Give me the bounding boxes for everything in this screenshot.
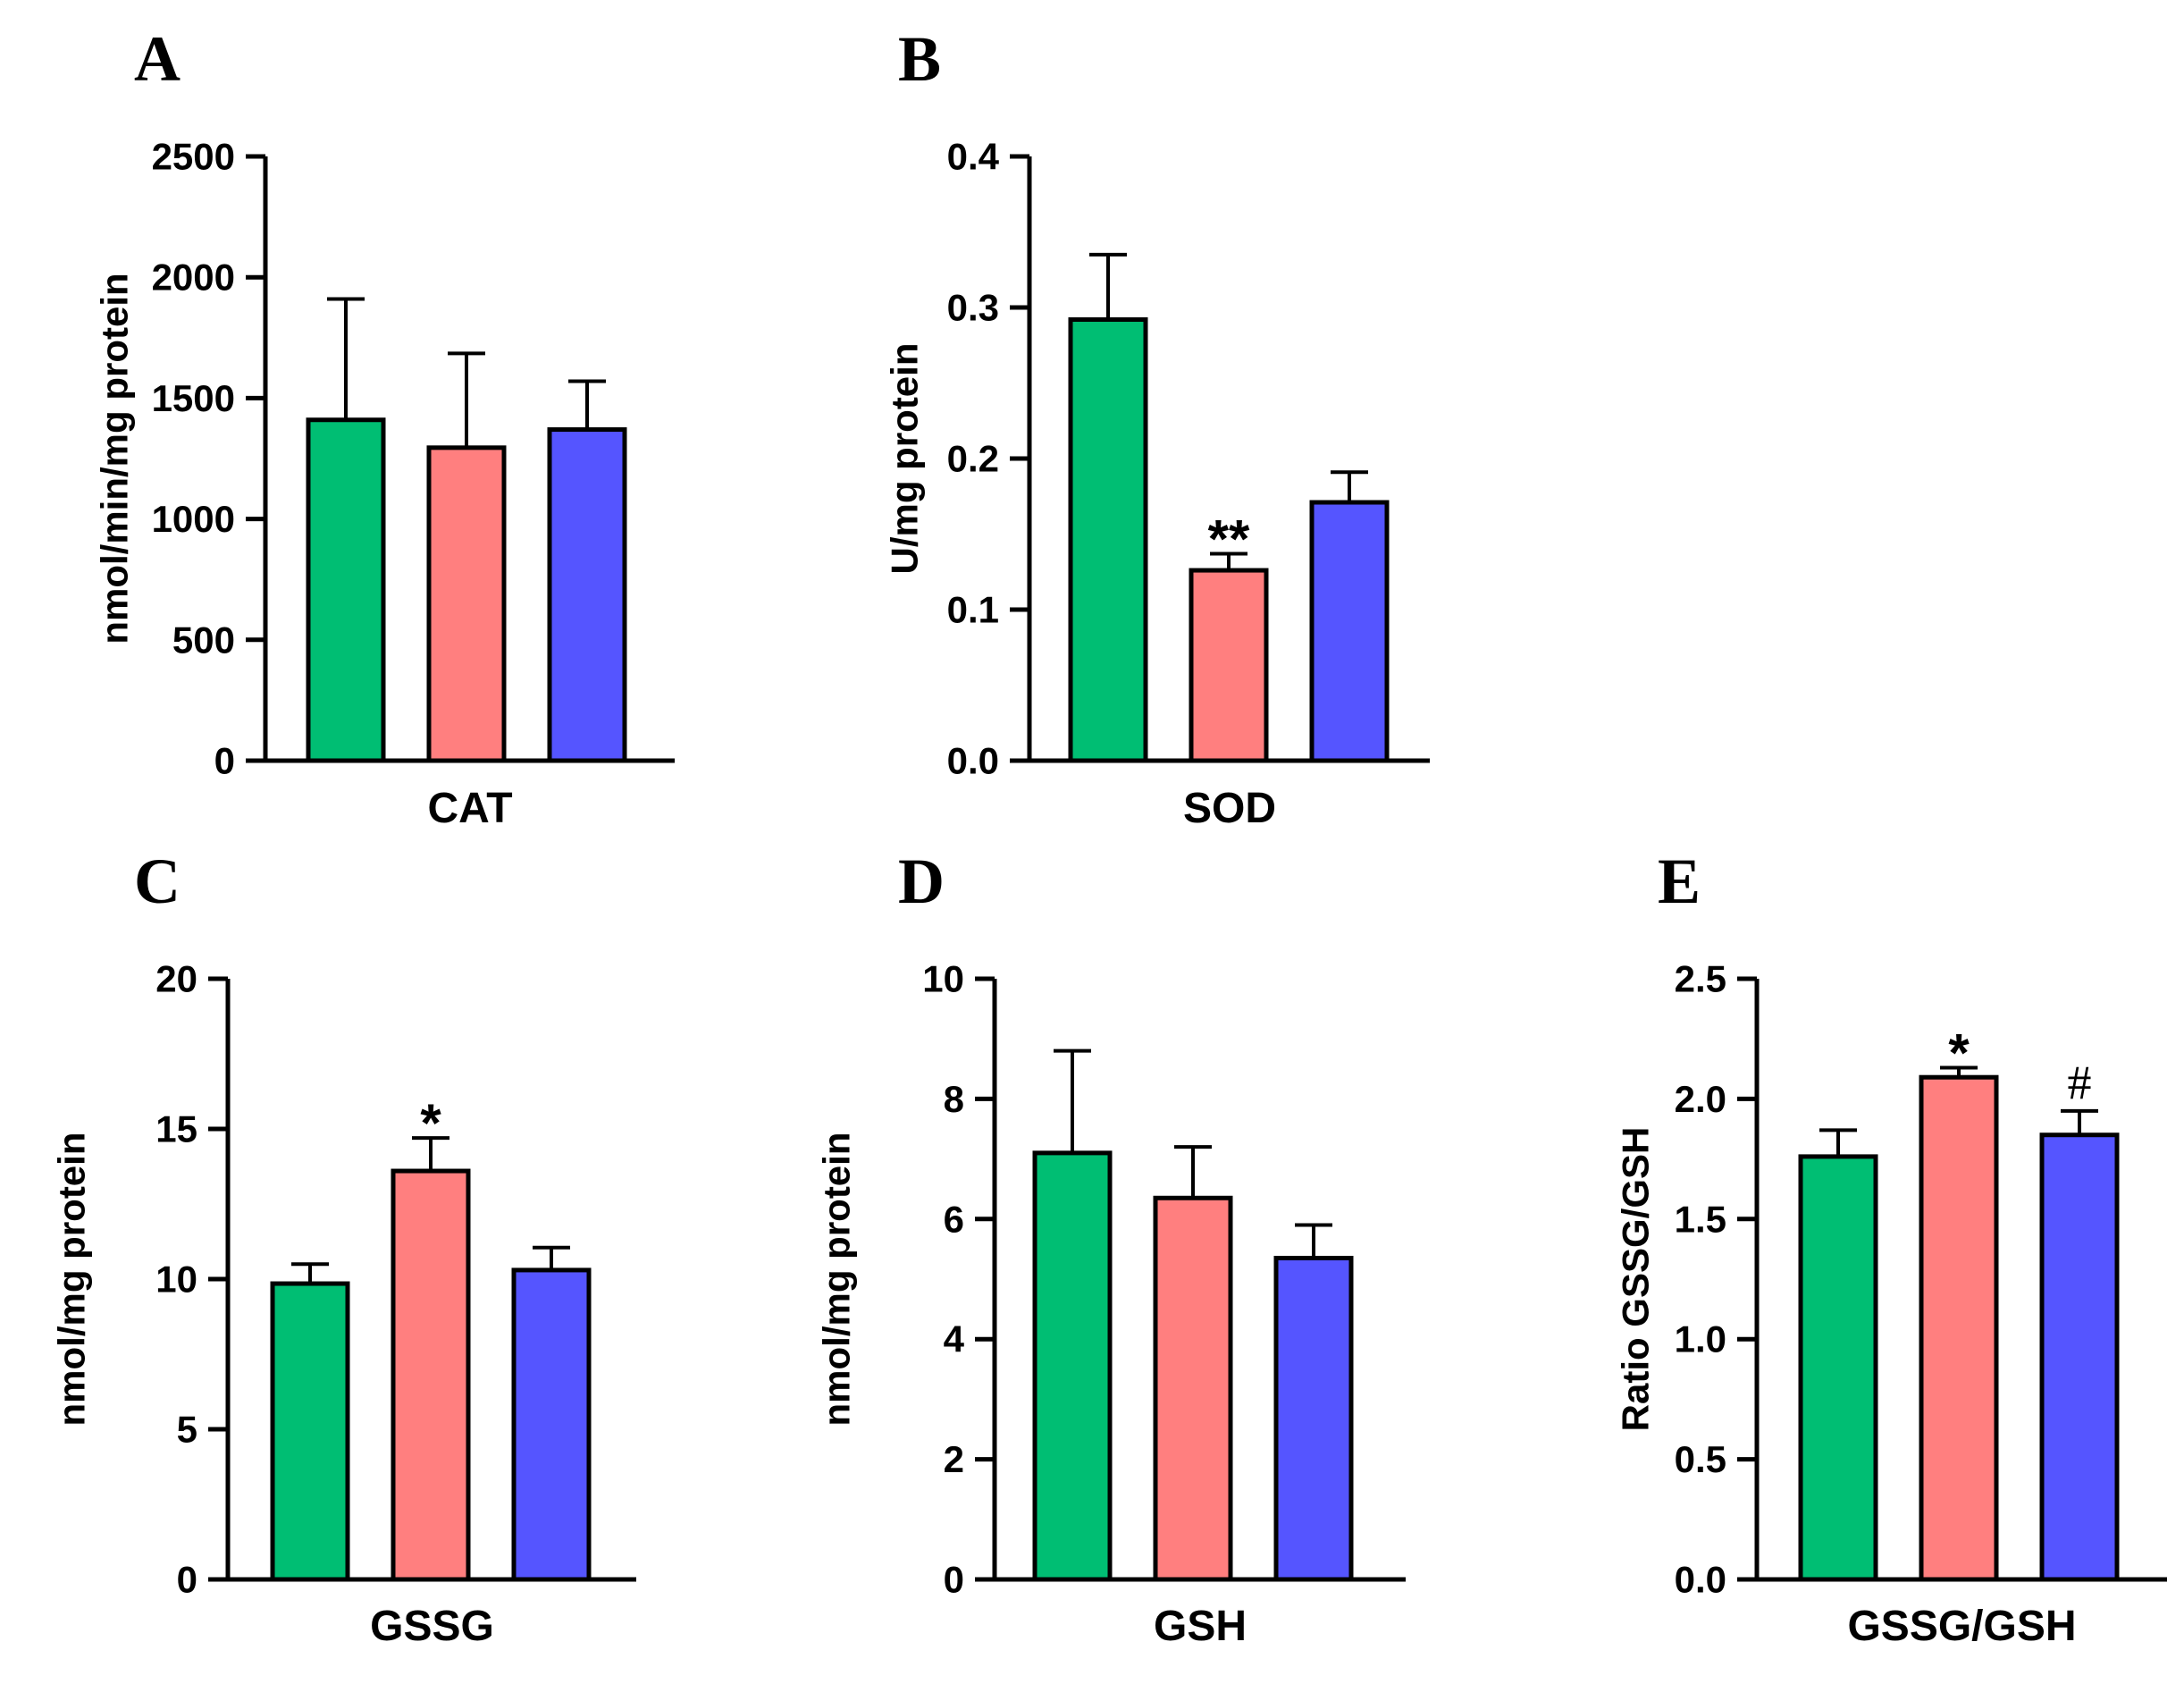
- y-axis-title: nmol/mg protein: [816, 1132, 858, 1427]
- y-tick-label: 2: [944, 1438, 964, 1480]
- panel-letter: E: [1658, 846, 1701, 917]
- y-tick-label: 2500: [152, 136, 235, 178]
- y-tick-label: 5: [177, 1409, 197, 1451]
- category-label: GSSG: [370, 1603, 494, 1650]
- panel-letter: D: [898, 846, 945, 917]
- y-tick-label: 0.0: [1675, 1559, 1726, 1601]
- panel-letter: A: [134, 23, 181, 95]
- significance-stars: *: [1948, 1023, 1970, 1082]
- category-label: GSH: [1154, 1603, 1247, 1650]
- significance-stars: **: [1208, 509, 1250, 568]
- y-tick-label: 500: [172, 619, 235, 661]
- category-label: SOD: [1183, 785, 1276, 832]
- y-tick-label: 0: [177, 1559, 197, 1601]
- bar[interactable]: [2039, 1132, 2120, 1582]
- y-tick-label: 6: [944, 1198, 964, 1240]
- y-axis-title: U/mg protein: [884, 343, 926, 575]
- y-tick-label: 1.0: [1675, 1318, 1726, 1360]
- y-tick-label: 0.5: [1675, 1438, 1726, 1480]
- y-axis-title: nmol/min/mg protein: [94, 273, 136, 644]
- bar[interactable]: [1309, 500, 1390, 763]
- significance-stars: *: [420, 1093, 441, 1153]
- y-axis-title: nmol/mg protein: [51, 1132, 93, 1427]
- y-tick-label: 4: [944, 1318, 965, 1360]
- y-tick-label: 0.0: [947, 740, 999, 782]
- bar[interactable]: [511, 1267, 592, 1582]
- y-tick-label: 2000: [152, 257, 235, 299]
- bar[interactable]: [1032, 1150, 1113, 1582]
- y-tick-label: 8: [944, 1078, 964, 1120]
- bar[interactable]: [547, 427, 627, 763]
- bar[interactable]: [1189, 568, 1269, 763]
- bar[interactable]: [1068, 317, 1148, 763]
- bar[interactable]: [306, 417, 386, 763]
- category-label: GSSG/GSH: [1847, 1603, 2076, 1650]
- bar[interactable]: [1153, 1195, 1233, 1582]
- category-label: CAT: [427, 785, 512, 832]
- panel-letter: C: [134, 846, 181, 917]
- y-tick-label: 10: [155, 1259, 197, 1301]
- y-tick-label: 1000: [152, 498, 235, 540]
- y-tick-label: 2.0: [1675, 1078, 1726, 1120]
- y-tick-label: 0.1: [947, 589, 999, 631]
- y-tick-label: 0.4: [947, 136, 1000, 178]
- y-tick-label: 10: [922, 958, 964, 1000]
- bar[interactable]: [270, 1281, 350, 1582]
- bar[interactable]: [1273, 1255, 1354, 1582]
- y-tick-label: 15: [155, 1108, 197, 1150]
- y-tick-label: 2.5: [1675, 958, 1726, 1000]
- significance-hash: #: [2068, 1056, 2092, 1109]
- y-tick-label: 1500: [152, 377, 235, 419]
- y-tick-label: 0: [214, 740, 235, 782]
- y-tick-label: 0.3: [947, 287, 999, 329]
- bar[interactable]: [391, 1168, 471, 1582]
- bar[interactable]: [1798, 1154, 1878, 1582]
- bar[interactable]: [426, 445, 507, 763]
- y-axis-title: Ratio GSSG/GSH: [1615, 1127, 1657, 1432]
- y-tick-label: 0.2: [947, 438, 999, 480]
- bar[interactable]: [1919, 1074, 1999, 1582]
- y-tick-label: 1.5: [1675, 1198, 1726, 1240]
- panel-letter: B: [898, 23, 941, 95]
- y-tick-label: 20: [155, 958, 197, 1000]
- y-tick-label: 0: [944, 1559, 964, 1601]
